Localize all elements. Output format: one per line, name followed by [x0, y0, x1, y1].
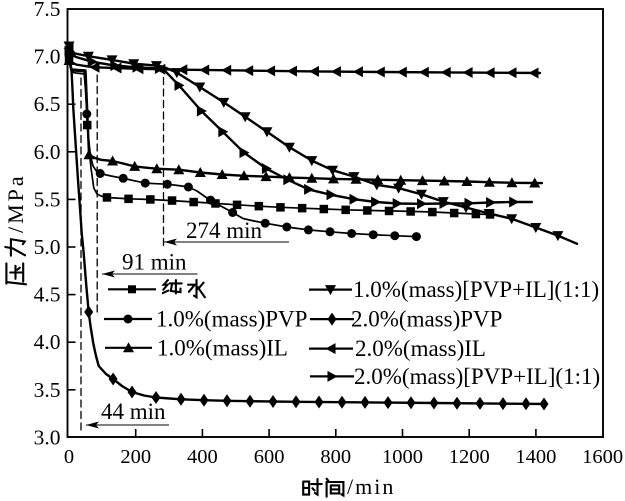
- svg-text:3.5: 3.5: [34, 378, 61, 402]
- svg-text:274 min: 274 min: [186, 218, 263, 243]
- svg-text:800: 800: [320, 446, 351, 468]
- svg-text:1.0%(mass)PVP: 1.0%(mass)PVP: [156, 307, 307, 332]
- svg-text:0: 0: [64, 446, 74, 468]
- svg-text:5.0: 5.0: [34, 235, 61, 259]
- svg-text:200: 200: [120, 446, 151, 468]
- svg-text:4.0: 4.0: [34, 330, 61, 354]
- svg-text:600: 600: [254, 446, 285, 468]
- svg-text:2.0%(mass)PVP: 2.0%(mass)PVP: [351, 307, 502, 332]
- svg-text:7.0: 7.0: [34, 45, 61, 69]
- svg-text:4.5: 4.5: [34, 283, 61, 307]
- svg-text:1200: 1200: [449, 446, 490, 468]
- svg-text:1000: 1000: [382, 446, 423, 468]
- svg-text:3.0: 3.0: [34, 425, 61, 449]
- svg-text:1.0%(mass)IL: 1.0%(mass)IL: [157, 335, 288, 360]
- svg-text:400: 400: [187, 446, 218, 468]
- svg-text:2.0%(mass)IL: 2.0%(mass)IL: [355, 336, 486, 361]
- svg-text:1600: 1600: [582, 446, 623, 468]
- svg-text:7.5: 7.5: [34, 0, 61, 21]
- svg-text:1.0%(mass)[PVP+IL](1:1): 1.0%(mass)[PVP+IL](1:1): [353, 277, 599, 302]
- svg-text:1400: 1400: [515, 446, 556, 468]
- svg-text:44 min: 44 min: [101, 399, 166, 424]
- svg-text:6.0: 6.0: [34, 140, 61, 164]
- svg-text:5.5: 5.5: [34, 187, 61, 211]
- svg-text:91 min: 91 min: [122, 250, 187, 275]
- svg-text:/min: /min: [347, 474, 395, 499]
- svg-text:6.5: 6.5: [34, 92, 61, 116]
- svg-text:2.0%(mass)[PVP+IL](1:1): 2.0%(mass)[PVP+IL](1:1): [354, 364, 600, 389]
- svg-text:/MPa: /MPa: [3, 173, 28, 233]
